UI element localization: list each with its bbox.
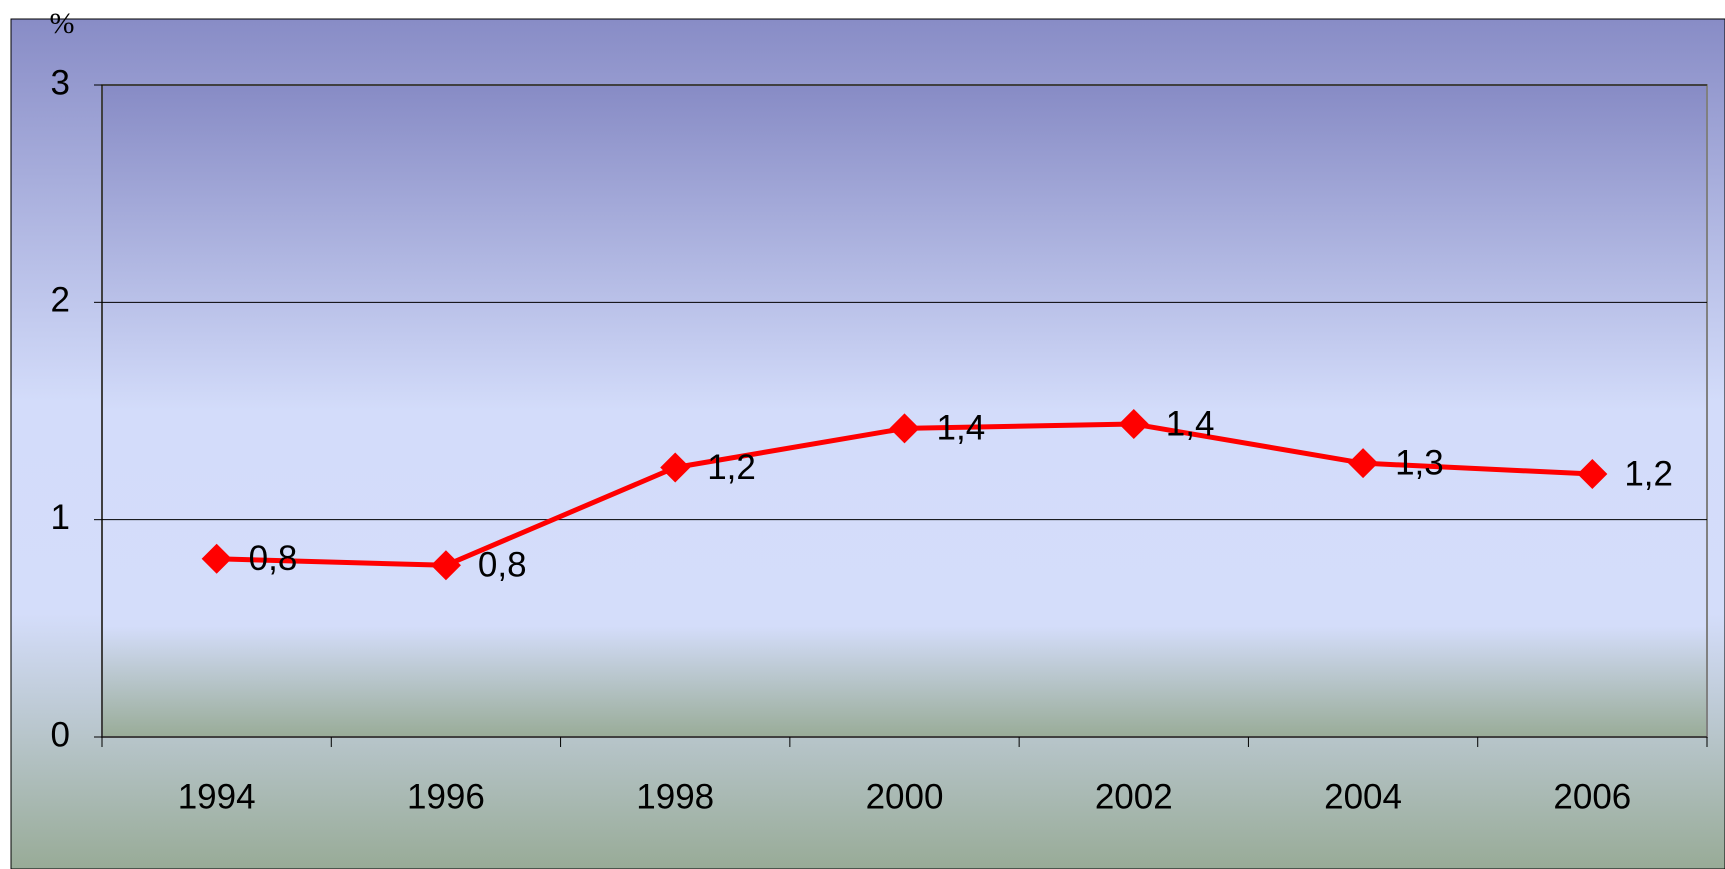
data-marker [660,452,691,483]
y-axis-label: % [50,7,75,40]
y-tick-label: 2 [51,281,70,320]
x-tick-label: 2002 [1095,777,1173,816]
data-label: 0,8 [478,546,527,585]
x-tick-label: 1994 [178,777,256,816]
data-label: 1,3 [1395,443,1444,482]
data-marker [430,550,461,581]
data-label: 1,4 [1166,404,1215,443]
x-tick-label: 2000 [866,777,944,816]
data-marker [201,543,232,574]
x-tick-label: 2004 [1324,777,1402,816]
y-tick-label: 3 [51,63,70,102]
x-tick-label: 1998 [636,777,714,816]
data-label: 1,2 [1624,454,1673,493]
data-marker [1118,409,1149,440]
data-label: 0,8 [249,539,298,578]
x-tick-label: 1996 [407,777,485,816]
data-marker [889,413,920,444]
data-label: 1,2 [707,448,756,487]
y-tick-label: 0 [51,715,70,754]
x-tick-label: 2006 [1553,777,1631,816]
y-tick-label: 1 [51,498,70,537]
plot-area [101,84,1708,738]
data-label: 1,4 [937,409,986,448]
data-marker [1348,448,1379,479]
data-marker [1577,459,1608,490]
